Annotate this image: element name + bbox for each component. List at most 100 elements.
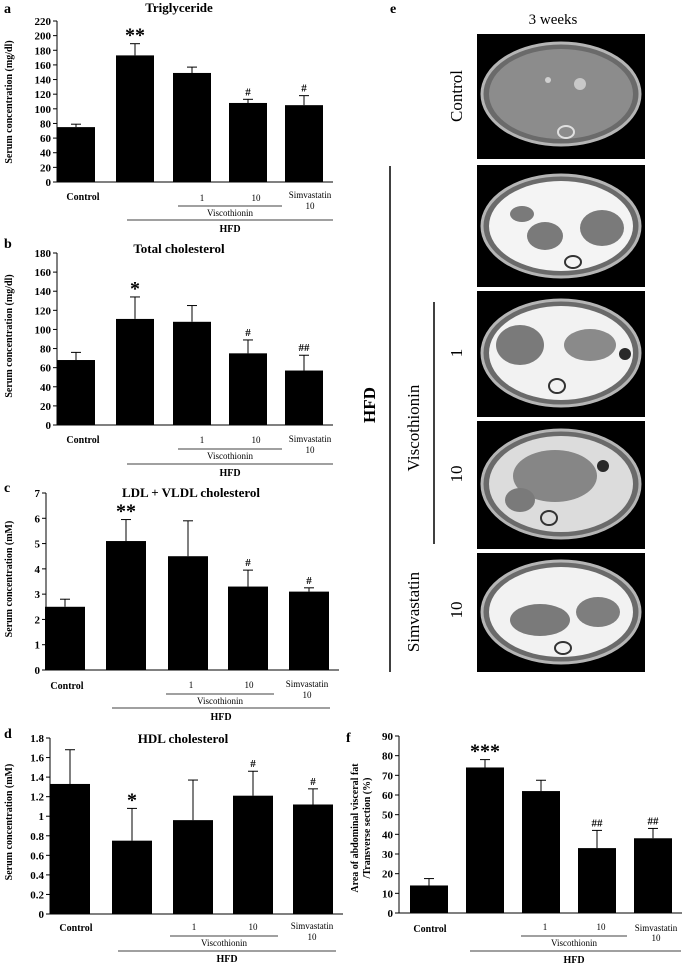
y-tick-label: 120 (35, 305, 52, 317)
y-tick-label: 60 (40, 133, 52, 145)
hfd-label-c: HFD (210, 712, 231, 723)
significance-label: # (301, 83, 307, 95)
bar (57, 127, 95, 182)
category-simvastatin-dose-a: 10 (306, 201, 316, 211)
y-tick-label: 10 (382, 888, 394, 900)
y-axis-label-d: Serum concentration (mM) (4, 764, 15, 881)
y-tick-label: 1.4 (30, 772, 44, 784)
hfd-label-a: HFD (219, 224, 240, 235)
bar (173, 820, 213, 914)
y-tick-label: 20 (40, 401, 52, 413)
y-tick-label: 70 (382, 770, 394, 782)
significance-label: # (245, 557, 251, 569)
y-tick-label: 50 (382, 810, 394, 822)
y-tick-label: 4 (35, 564, 41, 576)
category-simvastatin-c: Simvastatin (286, 679, 329, 689)
ct-row-label-simvastatin-dose: 10 (447, 602, 466, 619)
y-tick-label: 3 (35, 589, 41, 601)
chart-title-a: Triglyceride (145, 0, 213, 15)
bar (285, 105, 323, 182)
y-tick-label: 0 (39, 909, 45, 921)
y-axis-label-b: Serum concentration (mg/dl) (4, 274, 15, 397)
viscothionin-label-b: Viscothionin (207, 451, 253, 461)
y-tick-label: 140 (35, 286, 52, 298)
category-control-b: Control (66, 435, 99, 446)
category-control-f: Control (413, 924, 446, 935)
category-dose10-b: 10 (252, 435, 262, 445)
panel-a: a Triglyceride Serum concentration (mg/d… (4, 0, 333, 235)
category-dose1-c: 1 (189, 680, 194, 690)
y-tick-label: 80 (40, 344, 52, 356)
ct-image-hfd (477, 165, 645, 287)
bar (173, 72, 211, 182)
category-simvastatin-dose-d: 10 (308, 932, 318, 942)
significance-label: * (130, 278, 140, 300)
panel-letter-a: a (4, 2, 11, 17)
y-tick-label: 160 (35, 267, 52, 279)
y-tick-label: 90 (382, 731, 394, 743)
category-dose10-a: 10 (252, 193, 262, 203)
y-tick-label: 100 (35, 104, 52, 116)
bar (522, 791, 560, 913)
category-control-a: Control (66, 192, 99, 203)
y-axis-label-f-line2: /Transverse section (%) (362, 778, 373, 880)
y-tick-label: 0.8 (30, 831, 44, 843)
y-tick-label: 80 (382, 751, 394, 763)
ct-row-label-dose10: 10 (447, 466, 466, 483)
bar (410, 885, 448, 913)
y-tick-label: 1 (35, 640, 41, 652)
viscothionin-label-a: Viscothionin (207, 208, 253, 218)
significance-label: ** (116, 501, 136, 523)
y-axis-label-f-line1: Area of abdominal visceral fat (350, 763, 361, 893)
plot-area-d: 0 0.2 0.4 0.6 0.8 1 1.2 1.4 1.6 1.8 * # # (30, 733, 343, 921)
y-tick-label: 1.6 (30, 753, 44, 765)
category-simvastatin-a: Simvastatin (289, 190, 332, 200)
y-tick-label: 6 (35, 513, 41, 525)
plot-area-f: 0 10 20 30 40 50 60 70 80 90 *** ## ## (382, 731, 682, 920)
y-tick-label: 40 (382, 829, 394, 841)
hfd-label-b: HFD (219, 468, 240, 479)
bar (45, 606, 85, 670)
y-tick-label: 200 (35, 31, 52, 43)
chart-title-d: HDL cholesterol (138, 731, 229, 746)
chart-title-b: Total cholesterol (133, 241, 225, 256)
y-tick-label: 0.4 (30, 870, 44, 882)
category-dose10-d: 10 (249, 922, 259, 932)
y-tick-label: 1.8 (30, 733, 44, 745)
significance-label: ## (299, 342, 311, 354)
bar (289, 591, 329, 670)
ct-row-label-hfd: HFD (360, 387, 379, 423)
category-dose1-d: 1 (192, 922, 197, 932)
y-tick-label: 60 (382, 790, 394, 802)
bar (233, 795, 273, 914)
bar (634, 838, 672, 913)
hfd-label-f: HFD (563, 955, 584, 966)
bar (57, 360, 95, 425)
y-tick-label: 180 (35, 45, 52, 57)
category-dose1-f: 1 (543, 922, 548, 932)
category-dose10-f: 10 (597, 922, 607, 932)
y-tick-label: 220 (35, 16, 52, 28)
ct-image-dose10 (477, 421, 645, 549)
ct-image-control (477, 34, 645, 159)
chart-title-c: LDL + VLDL cholesterol (122, 485, 260, 500)
viscothionin-label-c: Viscothionin (197, 696, 243, 706)
bar (293, 804, 333, 914)
ct-row-label-control: Control (447, 70, 466, 122)
category-control-c: Control (50, 681, 83, 692)
plot-area-a: 0 20 40 60 80 100 120 140 160 180 200 220 ** # # (35, 16, 333, 189)
bar (229, 353, 267, 425)
significance-label: # (250, 758, 256, 770)
hfd-label-d: HFD (216, 954, 237, 965)
panel-c: c LDL + VLDL cholesterol Serum concentra… (4, 481, 339, 723)
category-simvastatin-f: Simvastatin (635, 923, 678, 933)
y-tick-label: 160 (35, 60, 52, 72)
panel-letter-f: f (346, 731, 351, 746)
significance-label: # (310, 776, 316, 788)
bar (228, 586, 268, 670)
viscothionin-label-d: Viscothionin (201, 938, 247, 948)
viscothionin-label-f: Viscothionin (551, 938, 597, 948)
y-tick-label: 7 (35, 488, 41, 500)
panel-letter-e: e (390, 2, 396, 17)
